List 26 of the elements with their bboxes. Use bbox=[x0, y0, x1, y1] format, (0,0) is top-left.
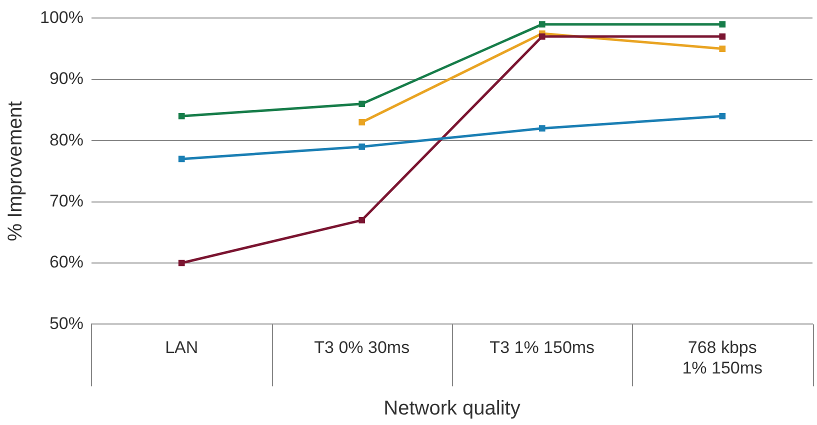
y-axis-title: % Improvement bbox=[4, 100, 27, 242]
point bbox=[538, 125, 546, 132]
point bbox=[719, 21, 726, 28]
y-tick-label: 50% bbox=[49, 314, 84, 333]
point bbox=[358, 144, 366, 150]
point bbox=[178, 112, 185, 120]
x-tick-label: 768 kbps 1% 150ms bbox=[682, 338, 763, 378]
x-axis-title: Network quality bbox=[384, 398, 520, 420]
point bbox=[719, 112, 726, 120]
y-tick-label: 90% bbox=[49, 69, 84, 88]
point bbox=[178, 260, 185, 266]
y-tick-label: 80% bbox=[49, 130, 84, 150]
point bbox=[178, 156, 185, 162]
y-tick-label: 100% bbox=[40, 8, 84, 27]
y-tick-label: 70% bbox=[49, 191, 84, 210]
point bbox=[719, 33, 726, 40]
x-tick-label: T3 0% 30ms bbox=[314, 338, 410, 358]
point bbox=[538, 21, 546, 28]
x-tick-label: T3 1% 150ms bbox=[490, 338, 595, 358]
point bbox=[358, 216, 366, 224]
y-tick-label: 60% bbox=[49, 252, 84, 272]
point bbox=[358, 119, 366, 126]
point bbox=[358, 100, 366, 108]
point bbox=[538, 33, 546, 40]
x-tick-label: LAN bbox=[165, 338, 198, 358]
point bbox=[719, 46, 726, 52]
